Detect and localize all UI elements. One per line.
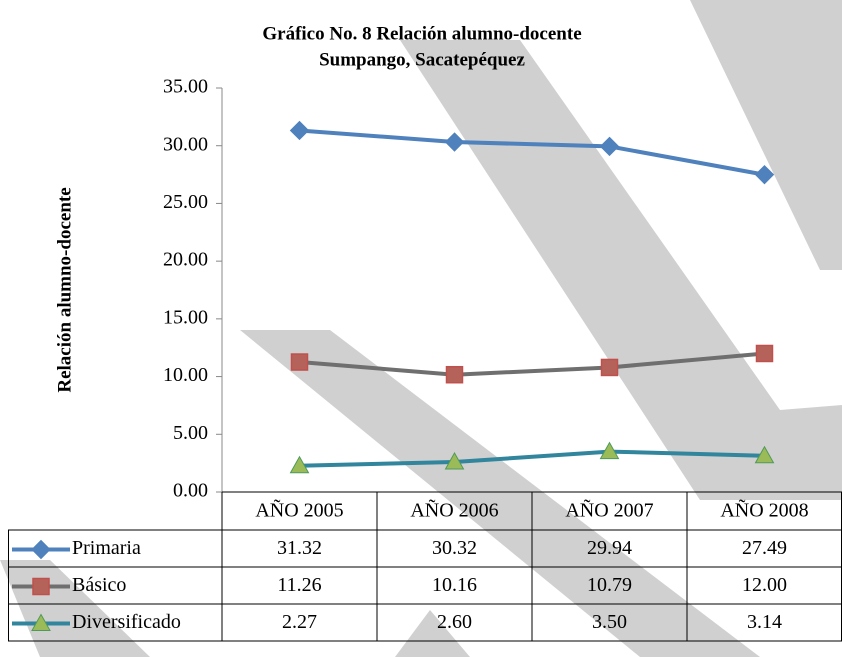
legend-marker	[31, 613, 51, 631]
table-value: 12.00	[742, 574, 787, 596]
marker	[755, 344, 774, 363]
y-tick-label: 35.00	[163, 76, 208, 98]
chart-title: Gráfico No. 8 Relación alumno-docente	[262, 23, 581, 44]
marker	[599, 441, 620, 460]
marker	[289, 455, 310, 474]
legend-marker	[31, 539, 51, 560]
table-value: 31.32	[277, 537, 322, 559]
legend-label: Básico	[72, 574, 126, 596]
table-value: 29.94	[587, 537, 632, 559]
table-value: 3.50	[592, 611, 627, 633]
marker	[599, 136, 620, 157]
marker	[754, 164, 775, 185]
legend-marker	[32, 577, 50, 596]
y-tick-label: 5.00	[173, 422, 208, 444]
table-value: 2.60	[437, 611, 472, 633]
table-value: 10.16	[432, 574, 477, 596]
y-tick-label: 25.00	[163, 191, 208, 213]
marker	[290, 353, 309, 371]
table-value: 11.26	[277, 574, 321, 596]
x-tick-label: AÑO 2007	[565, 498, 653, 522]
table-value: 30.32	[432, 537, 477, 559]
marker	[600, 358, 619, 377]
y-tick-label: 20.00	[163, 249, 208, 271]
series-line	[299, 128, 765, 177]
table-value: 10.79	[587, 574, 632, 596]
marker	[444, 132, 465, 152]
series-line	[299, 449, 765, 468]
legend-label: Diversificado	[72, 611, 181, 633]
x-tick-label: AÑO 2006	[410, 498, 498, 522]
marker	[289, 120, 310, 141]
y-axis-label: Relación alumno-docente	[54, 187, 75, 392]
marker	[754, 445, 775, 464]
table-value: 27.49	[742, 537, 787, 559]
marker	[444, 451, 465, 470]
y-tick-label: 30.00	[163, 133, 208, 155]
chart-subtitle: Sumpango, Sacatepéquez	[319, 49, 525, 70]
y-tick-label: 15.00	[163, 306, 208, 328]
series-line	[299, 351, 765, 377]
table-value: 3.14	[747, 611, 782, 633]
x-tick-label: AÑO 2008	[720, 498, 808, 522]
y-tick-label: 0.00	[173, 480, 208, 502]
x-tick-label: AÑO 2005	[255, 498, 343, 522]
y-tick-label: 10.00	[163, 364, 208, 386]
marker	[445, 365, 464, 384]
table-value: 2.27	[282, 611, 317, 633]
legend-label: Primaria	[72, 537, 141, 559]
